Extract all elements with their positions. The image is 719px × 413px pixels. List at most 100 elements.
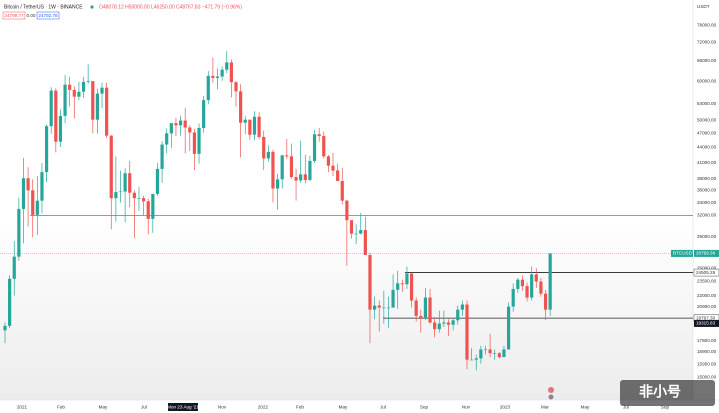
candle-body xyxy=(506,306,511,350)
candle-body xyxy=(271,151,275,189)
x-tick-label: May xyxy=(99,405,108,410)
candle-body xyxy=(95,93,99,120)
candle-body xyxy=(308,160,312,180)
currency[interactable]: USDT xyxy=(697,4,710,9)
candle-body xyxy=(289,156,294,178)
event-icon[interactable] xyxy=(548,394,554,400)
y-tick-label: 15000.00 xyxy=(697,375,717,380)
candle-body xyxy=(470,359,474,361)
candle-body xyxy=(391,289,395,308)
x-tick-label: Feb xyxy=(57,405,65,410)
y-tick-label: 29000.00 xyxy=(697,234,717,239)
x-tick-label: Mon 23 Aug '21 xyxy=(167,405,199,410)
candle-body xyxy=(368,255,372,310)
candle-body xyxy=(220,69,224,77)
candle-body xyxy=(35,200,39,215)
buy-box[interactable] xyxy=(36,11,60,20)
x-tick-label: May xyxy=(339,405,348,410)
candle-body xyxy=(275,179,280,189)
candle-body xyxy=(437,323,441,330)
y-tick-label: 60000.00 xyxy=(697,78,717,83)
event-icon[interactable] xyxy=(548,387,554,393)
buy-price: 24792.78 xyxy=(38,13,58,18)
candle-body xyxy=(548,253,552,310)
candle-body xyxy=(363,230,367,256)
candle-body xyxy=(423,297,428,319)
y-tick-label: 16900.00 xyxy=(697,349,717,354)
candle-body xyxy=(488,349,492,354)
x-tick-label: Feb xyxy=(296,405,304,410)
candle-body xyxy=(183,120,187,128)
candle-body xyxy=(257,116,261,138)
candle-body xyxy=(202,100,206,128)
line-price-box xyxy=(693,268,719,277)
sell-box[interactable] xyxy=(2,11,26,20)
crosshair-time-box xyxy=(168,403,198,411)
watermark: 非小号 xyxy=(639,384,681,400)
candle-body xyxy=(493,353,497,354)
candle-body xyxy=(543,293,548,310)
x-tick-label: Jul xyxy=(380,405,386,410)
candle-body xyxy=(68,84,72,90)
y-tick-label: 72000.00 xyxy=(697,39,717,44)
candle-body xyxy=(215,76,220,78)
candle-body xyxy=(442,322,446,324)
watermark-bg xyxy=(620,380,715,406)
candle-body xyxy=(234,82,238,92)
y-tick-label: 47000.00 xyxy=(697,131,717,136)
candle-body xyxy=(118,191,123,193)
candle-body xyxy=(525,286,529,298)
candle-body xyxy=(100,87,104,94)
candle-body xyxy=(114,192,118,199)
candle-body xyxy=(303,174,307,180)
candle-body xyxy=(123,173,127,192)
candle-body xyxy=(21,178,26,209)
candle-body xyxy=(280,155,284,180)
candle-body xyxy=(17,208,21,257)
y-tick-label: 36000.00 xyxy=(697,188,717,193)
candle-body xyxy=(428,297,432,323)
candle-body xyxy=(40,172,44,201)
candle-body xyxy=(142,198,146,202)
candle-body xyxy=(63,84,67,116)
candle-body xyxy=(248,119,252,135)
x-tick-label: Nov xyxy=(218,405,227,410)
candle-body xyxy=(174,123,178,126)
candle-body xyxy=(8,278,12,326)
x-tick-label: Sep xyxy=(661,405,670,410)
candle-body xyxy=(373,305,377,310)
candle-body xyxy=(359,230,363,234)
candle-body xyxy=(54,90,58,142)
candle-body xyxy=(419,315,423,319)
candle-body xyxy=(266,151,270,159)
candle-body xyxy=(433,322,437,330)
candle-body xyxy=(160,144,164,169)
y-tick-label: 20900.00 xyxy=(697,304,717,309)
candle-body xyxy=(197,127,201,154)
x-tick-label: 2022 xyxy=(258,405,269,410)
candle-body xyxy=(188,127,192,133)
candle-body xyxy=(109,135,113,199)
candle-body xyxy=(465,304,469,360)
candle-body xyxy=(322,136,326,157)
x-tick-label: Sep xyxy=(420,405,429,410)
y-tick-label: 34000.00 xyxy=(697,200,717,205)
candle-body xyxy=(354,233,358,235)
x-tick-label: May xyxy=(581,405,590,410)
candle-body xyxy=(377,305,381,308)
candle-body xyxy=(229,62,233,83)
candle-body xyxy=(72,89,76,97)
candle-body xyxy=(326,156,330,166)
y-tick-label: 78000.00 xyxy=(697,22,717,27)
y-tick-label: 15950.00 xyxy=(697,362,717,367)
candle-body xyxy=(49,90,53,127)
candle-body xyxy=(479,349,483,359)
candle-body xyxy=(3,325,7,331)
candle-body xyxy=(178,120,183,126)
candle-body xyxy=(137,198,141,199)
price-label: 19315.83 xyxy=(696,321,716,326)
candle-body xyxy=(409,273,414,301)
y-tick-label: 22000.00 xyxy=(697,293,717,298)
candle-body xyxy=(192,132,197,154)
